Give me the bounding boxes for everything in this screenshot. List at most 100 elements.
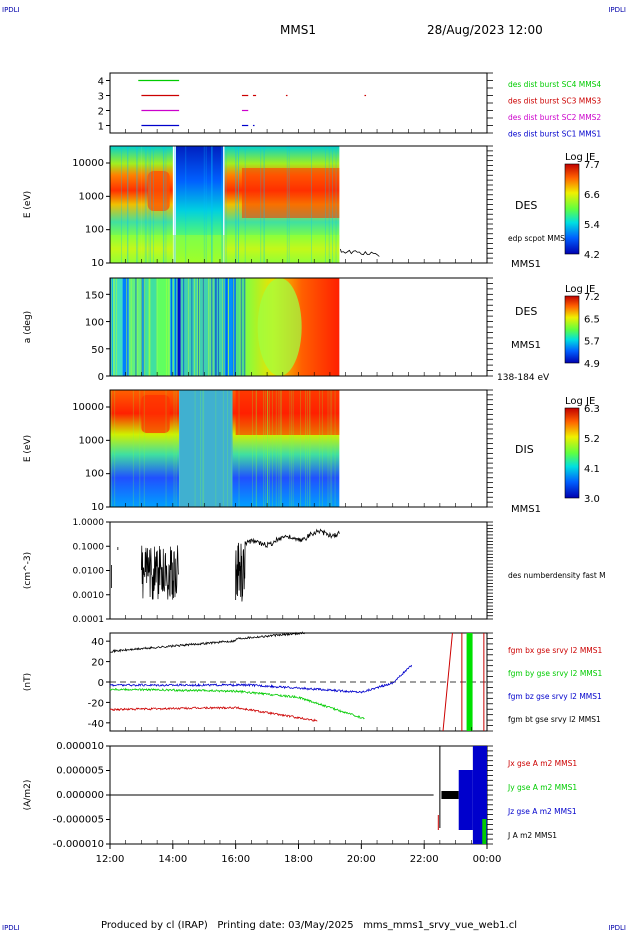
panel-sublabel: MMS1: [511, 340, 541, 351]
colorbar-title: Log JE: [565, 152, 595, 163]
burst-panel-frame: [109, 72, 488, 134]
y-axis-label: (nT): [23, 673, 33, 691]
overlay-unit: MMS1: [511, 259, 541, 270]
tick-label: 0: [98, 678, 104, 689]
x-tick-label: 14:00: [158, 854, 187, 865]
legend-entry: des dist burst SC2 MMS2: [508, 113, 601, 122]
panel-sublabel: MMS1: [511, 504, 541, 515]
jz-trace: [458, 770, 473, 830]
energy-range-label: 138-184 eV: [497, 373, 550, 383]
overlay-label: edp scpot MMS1: [508, 234, 570, 243]
tick-label: 50: [91, 345, 104, 356]
tick-label: 0.000005: [56, 766, 104, 777]
colorbar-tick: 7.7: [584, 160, 600, 171]
colorbar: [564, 407, 580, 499]
colorbar-tick: 5.2: [584, 434, 600, 445]
tick-label: 0.000000: [56, 790, 104, 801]
legend-entry: des dist burst SC1 MMS1: [508, 130, 601, 139]
tick-label: 10: [91, 502, 104, 513]
bz-trace: [109, 664, 412, 694]
x-tick-label: 00:00: [473, 854, 502, 865]
tick-label: 0: [98, 372, 104, 383]
spectrogram-block: [122, 278, 129, 376]
datetime-title: 28/Aug/2023 12:00: [427, 23, 543, 37]
panel-label: DIS: [515, 443, 534, 456]
panel-label: DES: [515, 305, 537, 318]
tick-label: 0.1000: [73, 542, 105, 552]
legend-entry: Jz gse A m2 MMS1: [507, 807, 577, 816]
tick-label: -40: [88, 719, 104, 730]
corner-label: IPDLI: [2, 924, 20, 932]
tick-label: 10000: [72, 402, 104, 413]
spectrogram-block: [141, 395, 170, 433]
corner-label: IPDLI: [2, 6, 20, 14]
density-trace: [141, 545, 179, 600]
colorbar-tick: 5.4: [584, 220, 600, 231]
corner-label: IPDLI: [608, 924, 626, 932]
legend-entry: Jy gse A m2 MMS1: [507, 783, 577, 792]
colorbar-tick: 6.5: [584, 314, 600, 325]
colorbar-title: Log JE: [565, 396, 595, 407]
density-trace: [235, 528, 340, 602]
tick-label: 3: [98, 92, 104, 103]
colorbar-tick: 6.3: [584, 404, 600, 415]
y-axis-label: E (eV): [23, 191, 33, 218]
legend-entry: fgm bt gse srvy l2 MMS1: [508, 715, 601, 724]
tick-label: -0.000010: [53, 839, 104, 850]
tick-label: 1.0000: [73, 518, 105, 528]
legend-entry: J A m2 MMS1: [507, 831, 557, 840]
y-axis-label: (A/m2): [23, 780, 33, 811]
tick-label: 1000: [79, 191, 104, 202]
spectrogram-block: [257, 278, 302, 376]
colorbar: [564, 295, 580, 364]
colorbar-title: Log JE: [565, 284, 595, 295]
colorbar-tick: 7.2: [584, 292, 600, 303]
tick-label: 0.0001: [73, 615, 105, 625]
tick-label: 10: [91, 258, 104, 269]
colorbar: [564, 163, 580, 255]
tick-label: 0.0010: [73, 591, 105, 601]
tick-label: 100: [85, 469, 104, 480]
bx-trace: [442, 632, 453, 732]
colorbar-tick: 4.9: [584, 359, 600, 370]
spectrogram-block: [141, 278, 145, 376]
y-axis-label: a (deg): [23, 311, 33, 343]
legend-entry: des numberdensity fast M: [508, 571, 606, 580]
jy-trace: [482, 819, 487, 844]
colorbar-tick: 5.7: [584, 337, 600, 348]
legend-entry: fgm bx gse srvy l2 MMS1: [508, 646, 603, 655]
bx-trace: [109, 706, 318, 722]
x-tick-label: 16:00: [221, 854, 250, 865]
x-tick-label: 20:00: [347, 854, 376, 865]
tick-label: 0.000010: [56, 741, 104, 752]
tick-label: 1: [98, 122, 104, 133]
spectrogram-block: [157, 278, 170, 376]
by-trace: [466, 633, 473, 731]
footer-text: Produced by cl (IRAP) Printing date: 03/…: [101, 920, 518, 931]
colorbar-tick: 6.6: [584, 190, 600, 201]
tick-label: 40: [91, 637, 104, 648]
scpot-trace: [339, 248, 380, 257]
spectrogram-block: [235, 390, 340, 435]
tick-label: 150: [85, 290, 104, 301]
x-tick-label: 12:00: [96, 854, 125, 865]
tick-label: 0.0100: [73, 567, 105, 577]
spectrogram-block: [110, 235, 340, 263]
panel-label: DES: [515, 199, 537, 212]
mission-title: MMS1: [280, 23, 316, 37]
colorbar-tick: 4.1: [584, 464, 600, 475]
legend-entry: des dist burst SC4 MMS4: [508, 80, 601, 89]
tick-label: 100: [85, 225, 104, 236]
by-trace: [109, 687, 365, 720]
legend-entry: des dist burst SC3 MMS3: [508, 97, 601, 106]
spectrogram-block: [241, 168, 340, 218]
tick-label: 10000: [72, 158, 104, 169]
spectrogram-block: [128, 278, 142, 376]
legend-entry: fgm bz gse srvy l2 MMS1: [508, 692, 602, 701]
tick-label: 1000: [79, 435, 104, 446]
legend-entry: Jx gse A m2 MMS1: [507, 759, 577, 768]
colorbar-tick: 4.2: [584, 250, 600, 261]
corner-label: IPDLI: [608, 6, 626, 14]
tick-label: 20: [91, 658, 104, 669]
